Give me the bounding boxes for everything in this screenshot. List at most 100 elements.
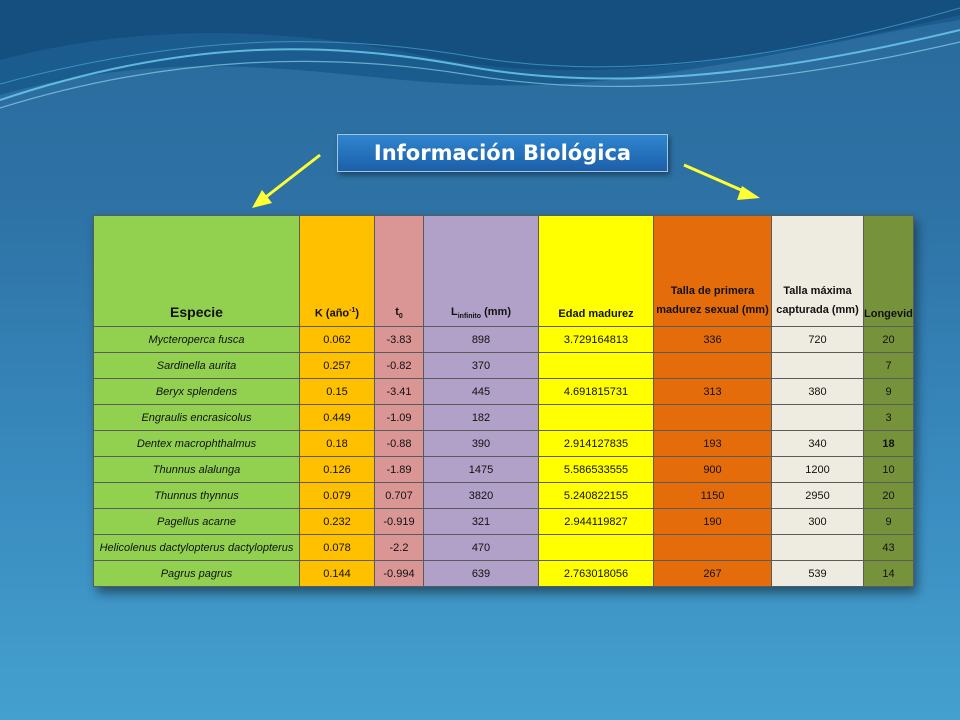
cell-edad-madurez: 5.240822155: [538, 482, 654, 509]
cell-talla-maxima: 380: [771, 378, 864, 405]
cell-talla-primera: 267: [653, 560, 772, 587]
table-row: Mycteroperca fusca 0.062 -3.83 898 3.7291648…: [93, 326, 914, 353]
cell-especie: Engraulis encrasicolus: [93, 404, 300, 431]
arrow-left-icon: [252, 153, 321, 208]
biological-table-container: Especie K (año-1) t0 Linfinito (mm) Edad…: [93, 215, 914, 587]
cell-especie: Beryx splendens: [93, 378, 300, 405]
cell-t0: -1.89: [374, 456, 424, 483]
cell-l-infinito: 445: [423, 378, 539, 405]
cell-l-infinito: 470: [423, 534, 539, 561]
cell-t0: 0.707: [374, 482, 424, 509]
table-row: Thunnus thynnus 0.079 0.707 3820 5.240822155…: [93, 482, 914, 509]
cell-talla-maxima: 1200: [771, 456, 864, 483]
cell-especie: Thunnus thynnus: [93, 482, 300, 509]
header-k-end: ): [355, 308, 360, 320]
cell-especie: Pagrus pagrus: [93, 560, 300, 587]
header-l-infinito: Linfinito (mm): [423, 215, 539, 327]
cell-l-infinito: 639: [423, 560, 539, 587]
cell-longevidad: 9: [863, 508, 914, 535]
cell-talla-maxima: 720: [771, 326, 864, 353]
cell-t0: -0.82: [374, 352, 424, 379]
cell-longevidad: 20: [863, 482, 914, 509]
cell-especie: Thunnus alalunga: [93, 456, 300, 483]
cell-especie: Dentex macrophthalmus: [93, 430, 300, 457]
table-row: Beryx splendens 0.15 -3.41 445 4.691815731 31…: [93, 378, 914, 405]
cell-talla-maxima: [771, 404, 864, 431]
cell-k: 0.062: [299, 326, 375, 353]
cell-edad-madurez: 4.691815731: [538, 378, 654, 405]
cell-edad-madurez: 2.914127835: [538, 430, 654, 457]
cell-longevidad: 10: [863, 456, 914, 483]
cell-k: 0.18: [299, 430, 375, 457]
cell-longevidad: 18: [863, 430, 914, 457]
cell-talla-maxima: 300: [771, 508, 864, 535]
table-row: Pagellus acarne 0.232 -0.919 321 2.944119827…: [93, 508, 914, 535]
biological-table: Especie K (año-1) t0 Linfinito (mm) Edad…: [93, 215, 914, 587]
cell-talla-maxima: 539: [771, 560, 864, 587]
cell-longevidad: 20: [863, 326, 914, 353]
cell-k: 0.126: [299, 456, 375, 483]
cell-talla-maxima: [771, 352, 864, 379]
cell-talla-primera: 190: [653, 508, 772, 535]
cell-talla-primera: [653, 404, 772, 431]
cell-k: 0.144: [299, 560, 375, 587]
cell-t0: -3.83: [374, 326, 424, 353]
header-t0: t0: [374, 215, 424, 327]
cell-edad-madurez: 2.944119827: [538, 508, 654, 535]
table-row: Thunnus alalunga 0.126 -1.89 1475 5.58653355…: [93, 456, 914, 483]
slide-title: Información Biológica: [337, 134, 668, 172]
header-t0-sub: 0: [398, 313, 403, 320]
header-k: K (año-1): [299, 215, 375, 327]
header-talla-primera: Talla de primera madurez sexual (mm): [653, 215, 772, 327]
cell-longevidad: 3: [863, 404, 914, 431]
cell-talla-primera: 313: [653, 378, 772, 405]
arrow-right-icon: [683, 163, 760, 200]
cell-l-infinito: 390: [423, 430, 539, 457]
table-row: Helicolenus dactylopterus dactylopterus 0…: [93, 534, 914, 561]
cell-l-infinito: 898: [423, 326, 539, 353]
cell-l-infinito: 321: [423, 508, 539, 535]
cell-longevidad: 7: [863, 352, 914, 379]
cell-edad-madurez: [538, 352, 654, 379]
cell-talla-maxima: 340: [771, 430, 864, 457]
header-k-base: K (año: [314, 308, 350, 320]
cell-talla-primera: [653, 534, 772, 561]
header-l-base: L: [450, 305, 458, 318]
header-especie: Especie: [93, 215, 300, 327]
table-row: Dentex macrophthalmus 0.18 -0.88 390 2.91412…: [93, 430, 914, 457]
header-longevidad: Longevidad: [863, 215, 914, 327]
cell-edad-madurez: 3.729164813: [538, 326, 654, 353]
cell-talla-maxima: [771, 534, 864, 561]
cell-k: 0.232: [299, 508, 375, 535]
cell-talla-primera: [653, 352, 772, 379]
cell-l-infinito: 1475: [423, 456, 539, 483]
cell-especie: Mycteroperca fusca: [93, 326, 300, 353]
cell-especie: Sardinella aurita: [93, 352, 300, 379]
decorative-waves: [0, 0, 960, 109]
cell-longevidad: 9: [863, 378, 914, 405]
cell-edad-madurez: 2.763018056: [538, 560, 654, 587]
cell-talla-maxima: 2950: [771, 482, 864, 509]
cell-talla-primera: 1150: [653, 482, 772, 509]
cell-talla-primera: 900: [653, 456, 772, 483]
cell-longevidad: 14: [863, 560, 914, 587]
cell-edad-madurez: [538, 404, 654, 431]
cell-t0: -0.88: [374, 430, 424, 457]
header-t0-base: t: [395, 305, 399, 318]
cell-t0: -2.2: [374, 534, 424, 561]
cell-t0: -3.41: [374, 378, 424, 405]
cell-t0: -0.994: [374, 560, 424, 587]
cell-talla-primera: 193: [653, 430, 772, 457]
header-edad-madurez: Edad madurez: [538, 215, 654, 327]
header-l-sub: infinito: [457, 313, 482, 320]
cell-t0: -0.919: [374, 508, 424, 535]
table-body: Mycteroperca fusca 0.062 -3.83 898 3.7291648…: [93, 326, 914, 587]
table-header-row: Especie K (año-1) t0 Linfinito (mm) Edad…: [93, 215, 914, 327]
cell-l-infinito: 3820: [423, 482, 539, 509]
cell-k: 0.078: [299, 534, 375, 561]
cell-edad-madurez: 5.586533555: [538, 456, 654, 483]
cell-k: 0.449: [299, 404, 375, 431]
cell-especie: Pagellus acarne: [93, 508, 300, 535]
table-row: Pagrus pagrus 0.144 -0.994 639 2.763018056 26…: [93, 560, 914, 587]
cell-l-infinito: 370: [423, 352, 539, 379]
